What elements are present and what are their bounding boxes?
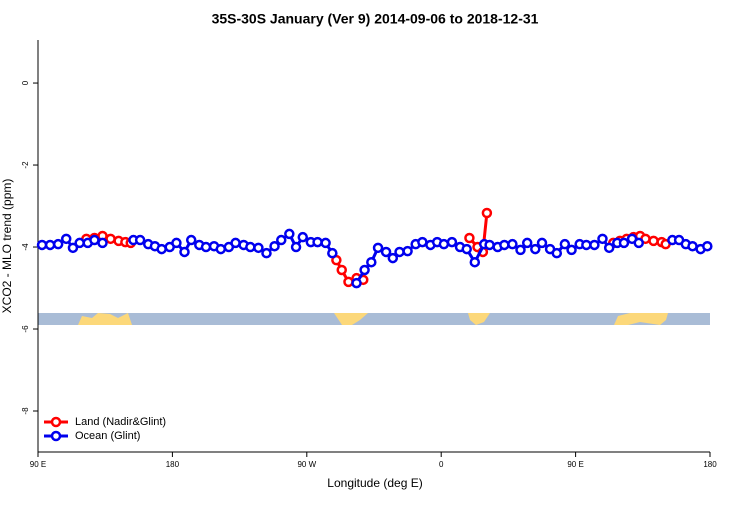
data-point	[402, 245, 413, 257]
data-point	[60, 233, 72, 245]
data-point	[261, 247, 272, 259]
x-tick-label: 180	[166, 460, 180, 469]
data-point	[648, 235, 659, 247]
data-point	[499, 239, 510, 251]
data-point	[507, 238, 518, 250]
data-point	[230, 237, 241, 249]
data-point	[530, 243, 541, 255]
data-point	[185, 234, 197, 246]
data-point	[253, 242, 264, 254]
y-tick-label: -6	[21, 325, 30, 333]
data-point	[200, 241, 212, 253]
x-tick-label: 180	[703, 460, 717, 469]
data-point	[134, 234, 146, 246]
data-point	[171, 237, 182, 249]
data-point	[551, 247, 563, 259]
data-point	[417, 236, 428, 248]
data-point	[179, 246, 190, 258]
data-point	[464, 232, 475, 244]
data-point	[559, 238, 571, 250]
data-point	[276, 234, 287, 246]
data-point	[366, 256, 377, 268]
data-point	[215, 243, 227, 255]
data-point	[284, 228, 295, 240]
data-point	[67, 242, 79, 254]
data-point	[320, 237, 331, 249]
data-point	[359, 264, 370, 276]
data-point	[581, 239, 592, 251]
x-tick-label: 90 E	[567, 460, 583, 469]
data-point	[481, 207, 493, 219]
data-point	[618, 237, 630, 249]
data-point	[105, 233, 116, 245]
data-point	[343, 276, 354, 288]
data-point	[44, 239, 56, 251]
data-point	[536, 237, 548, 249]
data-point	[336, 264, 347, 276]
data-point	[297, 231, 309, 243]
data-point	[74, 237, 85, 249]
data-point	[603, 242, 615, 254]
data-point	[312, 236, 323, 248]
data-point	[438, 238, 450, 250]
data-point	[687, 240, 698, 252]
chart-title: 35S-30S January (Ver 9) 2014-09-06 to 20…	[212, 11, 539, 27]
data-point	[566, 244, 577, 256]
data-point	[380, 246, 392, 258]
legend-label: Land (Nadir&Glint)	[75, 416, 166, 428]
x-tick-label: 0	[439, 460, 444, 469]
legend-marker	[50, 430, 62, 442]
data-point	[52, 238, 64, 250]
data-point	[484, 239, 495, 251]
legend-label: Ocean (Glint)	[75, 430, 140, 442]
data-point	[446, 236, 458, 248]
y-tick-label: -8	[21, 407, 30, 415]
data-point	[461, 243, 472, 255]
x-tick-label: 90 E	[30, 460, 46, 469]
data-point	[702, 240, 713, 252]
legend-marker	[50, 416, 62, 428]
data-point	[290, 241, 302, 253]
data-point	[633, 237, 645, 249]
data-point	[351, 277, 362, 289]
y-axis-title: XCO2 - MLO trend (ppm)	[0, 179, 14, 314]
data-point	[327, 247, 338, 259]
data-point	[372, 242, 384, 254]
data-point	[89, 234, 100, 246]
data-point	[269, 240, 280, 252]
data-point	[469, 256, 481, 268]
y-tick-label: -2	[21, 161, 30, 169]
data-point	[597, 233, 608, 245]
x-tick-label: 90 W	[297, 460, 316, 469]
data-point	[245, 241, 256, 253]
map-strip	[38, 313, 710, 325]
y-tick-label: 0	[21, 80, 30, 85]
x-axis-title: Longitude (deg E)	[327, 476, 422, 490]
data-point	[515, 244, 526, 256]
data-point	[36, 239, 48, 251]
data-point	[394, 246, 405, 258]
data-point	[521, 237, 533, 249]
data-point	[156, 243, 167, 255]
data-point	[387, 252, 399, 264]
y-tick-label: -4	[21, 243, 30, 251]
data-point	[589, 239, 600, 251]
data-point	[97, 237, 108, 249]
